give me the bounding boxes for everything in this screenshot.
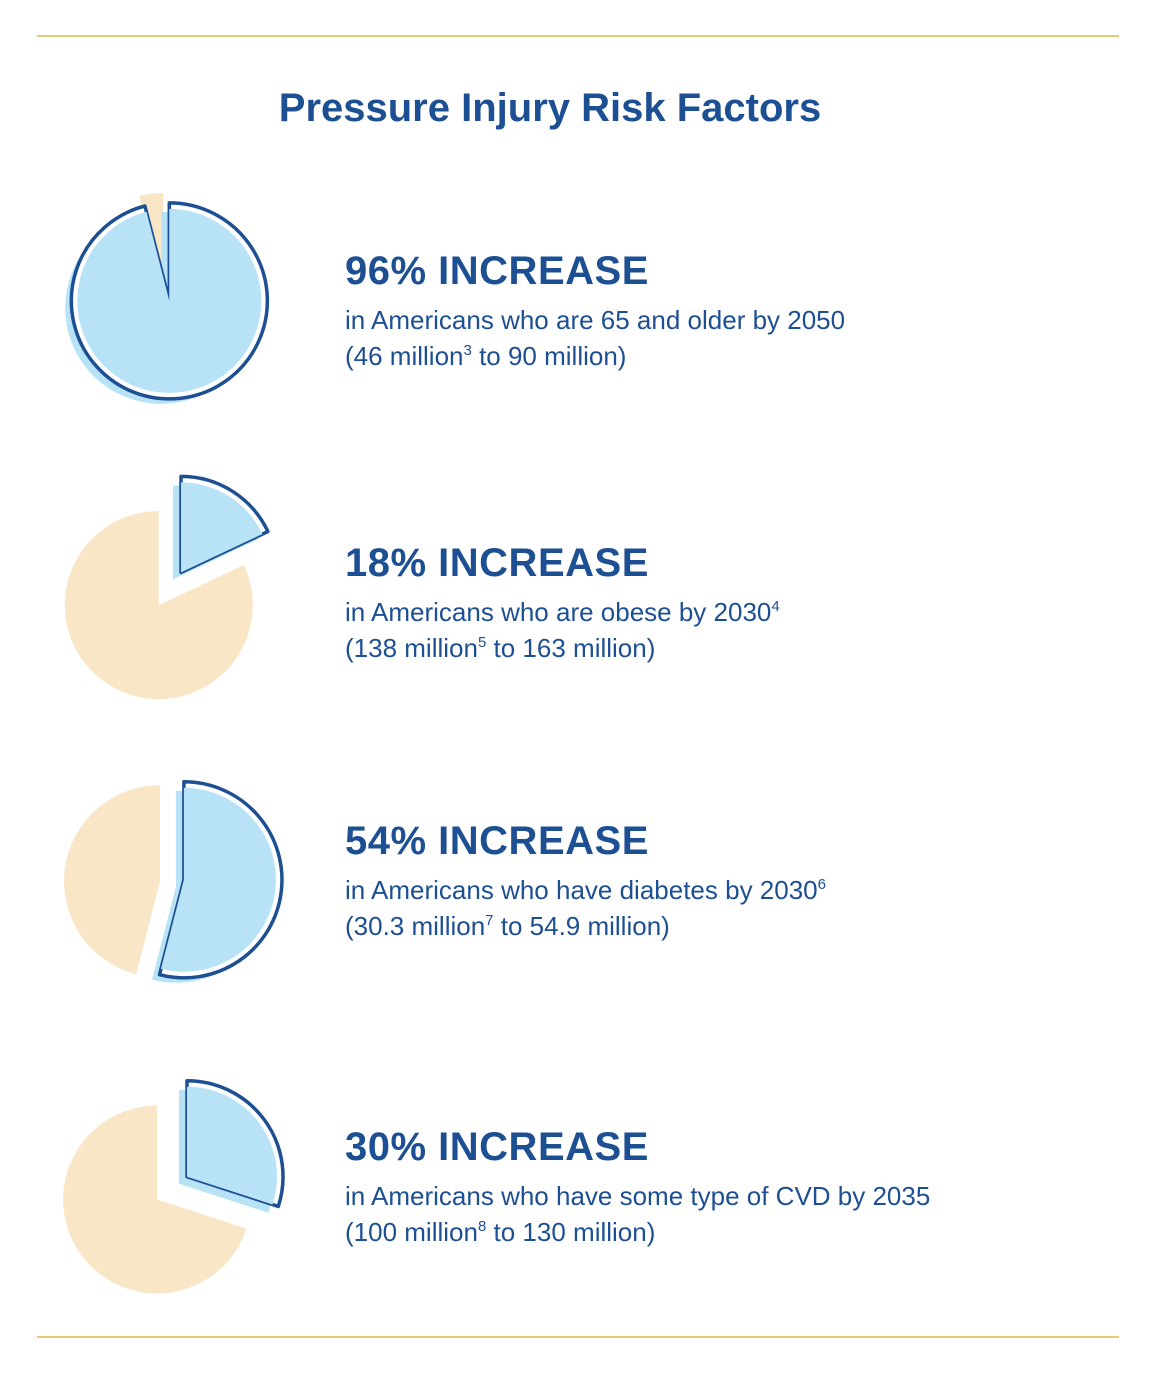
bottom-divider: [37, 1336, 1119, 1338]
pie-chart-obesity: [64, 474, 270, 700]
pie-chart-65-and-older: [65, 193, 270, 404]
stat-description: in Americans who are obese by 20304: [345, 597, 780, 627]
stat-range: (138 million5 to 163 million): [345, 633, 656, 663]
stat-range: (100 million8 to 130 million): [345, 1217, 656, 1247]
pie-slice-remainder: [63, 1105, 247, 1294]
stat-description: in Americans who have diabetes by 20306: [345, 875, 826, 905]
stat-block-diabetes: 54% INCREASE in Americans who have diabe…: [345, 818, 1145, 944]
top-divider: [37, 35, 1119, 37]
stat-range: (30.3 million7 to 54.9 million): [345, 911, 670, 941]
stat-headline: 54% INCREASE: [345, 819, 649, 863]
pie-slice-highlight: [77, 208, 262, 393]
stat-headline: 96% INCREASE: [345, 249, 649, 293]
pie-chart-diabetes: [64, 780, 284, 983]
stat-block-65-and-older: 96% INCREASE in Americans who are 65 and…: [345, 248, 1145, 374]
pie-slice-remainder: [64, 511, 253, 700]
stat-description: in Americans who are 65 and older by 205…: [345, 305, 846, 335]
pie-slice-highlight: [187, 1086, 278, 1205]
pie-slice-remainder: [64, 785, 160, 975]
stat-description: in Americans who have some type of CVD b…: [345, 1181, 931, 1211]
pie-slice-highlight: [181, 482, 263, 573]
stat-headline: 18% INCREASE: [345, 541, 649, 585]
pie-slice-highlight: [161, 787, 276, 972]
page-title: Pressure Injury Risk Factors: [278, 86, 822, 130]
stat-headline: 30% INCREASE: [345, 1125, 649, 1169]
stat-block-obesity: 18% INCREASE in Americans who are obese …: [345, 540, 1145, 666]
stat-range: (46 million3 to 90 million): [345, 341, 627, 371]
pie-chart-cvd: [63, 1078, 285, 1294]
stat-block-cvd: 30% INCREASE in Americans who have some …: [345, 1124, 1145, 1250]
